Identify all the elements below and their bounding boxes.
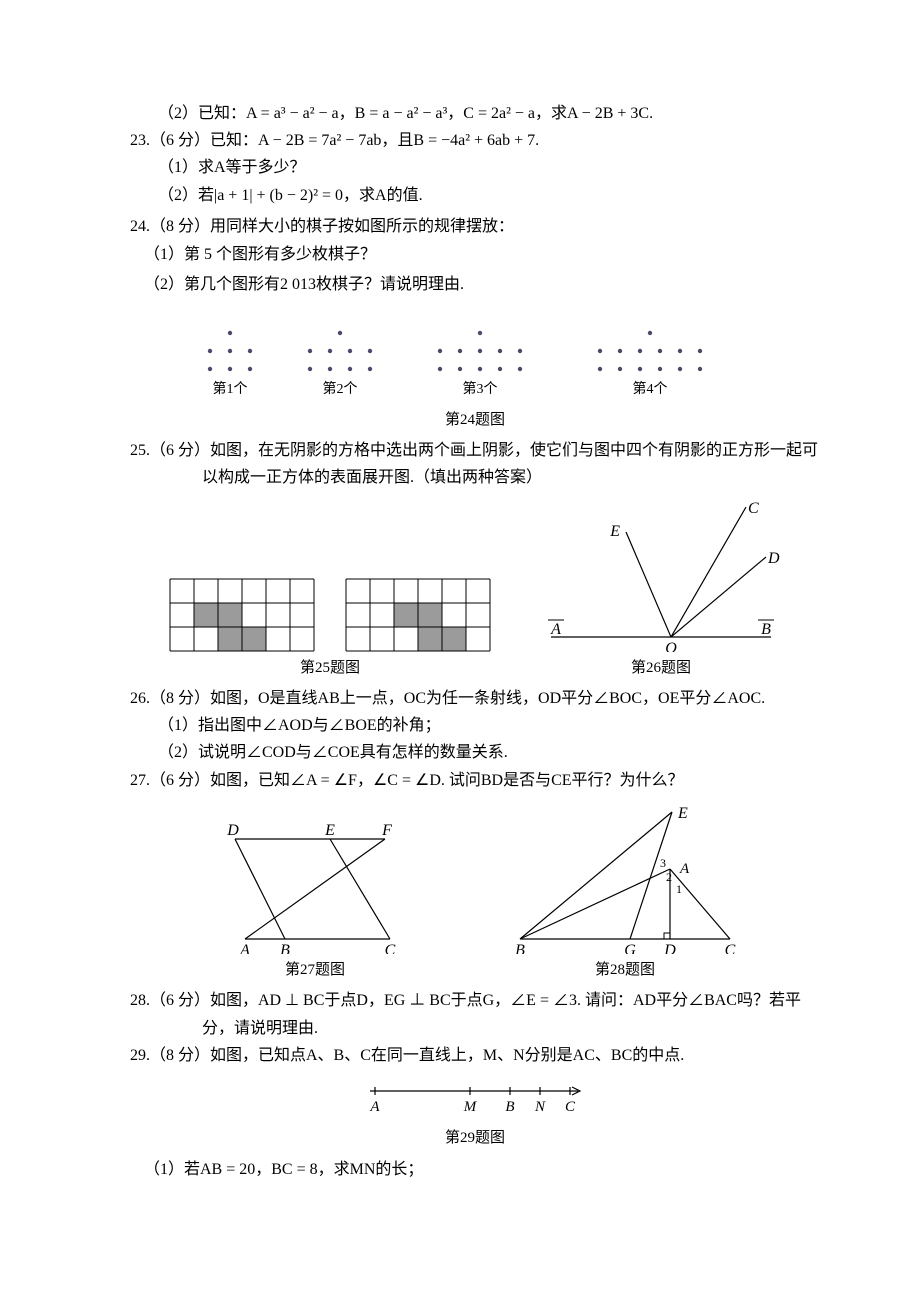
svg-text:E: E (677, 805, 688, 822)
svg-text:2: 2 (666, 870, 672, 884)
svg-text:F: F (381, 822, 392, 839)
svg-text:A: A (369, 1099, 380, 1115)
fig26-col: A B O C D E 第26题图 (541, 502, 781, 682)
fig26-caption: 第26题图 (631, 656, 691, 682)
fig27-col: D E F A B C 第27题图 (210, 819, 420, 984)
svg-text:3: 3 (660, 856, 666, 870)
svg-text:A: A (239, 942, 250, 954)
fig29-caption: 第29题图 (445, 1126, 505, 1152)
svg-text:B: B (280, 942, 290, 954)
svg-text:C: C (385, 942, 396, 954)
svg-text:B: B (761, 621, 771, 638)
svg-text:第2个: 第2个 (323, 380, 358, 397)
q28-head-text: 28.（6 分）如图，AD ⊥ BC于点D，EG ⊥ BC于点G，∠E = ∠3… (130, 992, 801, 1036)
q24-head: 24.（8 分）用同样大小的棋子按如图所示的规律摆放： (130, 213, 820, 240)
svg-text:E: E (324, 822, 335, 839)
svg-text:M: M (463, 1099, 478, 1115)
fig29-wrap: A M B N C 第29题图 (130, 1077, 820, 1152)
svg-text:D: D (767, 550, 780, 567)
q29-1: （1）若AB = 20，BC = 8，求MN的长； (130, 1155, 820, 1185)
q27-head: 27.（6 分）如图，已知∠A = ∠F，∠C = ∠D. 试问BD是否与CE平… (130, 767, 820, 794)
q26-1: （1）指出图中∠AOD与∠BOE的补角； (130, 712, 820, 739)
fig25-caption: 第25题图 (300, 656, 360, 682)
q24-2: （2）第几个图形有2 013枚棋子？请说明理由. (130, 270, 820, 300)
fig27-svg: D E F A B C (210, 819, 420, 954)
svg-text:B: B (515, 942, 525, 954)
svg-text:第4个: 第4个 (633, 380, 668, 397)
q23-1: （1）求A等于多少？ (130, 154, 820, 181)
q26-2: （2）试说明∠COD与∠COE具有怎样的数量关系. (130, 739, 820, 766)
q24-1: （1）第 5 个图形有多少枚棋子？ (130, 240, 820, 270)
svg-text:E: E (609, 523, 620, 540)
fig28-svg: B C G D A E 123 (510, 804, 740, 954)
q23-head: 23.（6 分）已知：A − 2B = 7a² − 7ab，且B = −4a² … (130, 127, 820, 154)
svg-text:B: B (505, 1099, 514, 1115)
q23-2: （2）若|a + 1| + (b − 2)² = 0，求A的值. (130, 182, 820, 209)
svg-text:A: A (679, 861, 690, 877)
fig28-caption: 第28题图 (595, 958, 655, 984)
svg-text:第1个: 第1个 (213, 380, 248, 397)
svg-text:A: A (550, 621, 561, 638)
fig24-wrap: 第1个第2个第3个第4个······ 第24题图 (130, 309, 820, 434)
svg-text:C: C (748, 502, 759, 517)
q28-head: 28.（6 分）如图，AD ⊥ BC于点D，EG ⊥ BC于点G，∠E = ∠3… (130, 987, 820, 1041)
q25-head-text: 25.（6 分）如图，在无阴影的方格中选出两个画上阴影，使它们与图中四个有阴影的… (130, 442, 818, 486)
svg-text:C: C (725, 942, 736, 954)
svg-text:C: C (565, 1099, 576, 1115)
q22-2: （2）已知：A = a³ − a² − a，B = a − a² − a³，C … (158, 105, 653, 122)
svg-text:第3个: 第3个 (463, 380, 498, 397)
fig29-svg: AMBNC (360, 1077, 590, 1122)
fig25-grid-a (169, 578, 315, 652)
svg-text:G: G (624, 942, 636, 954)
svg-text:N: N (534, 1099, 546, 1115)
svg-text:O: O (665, 640, 677, 652)
fig27-28-row: D E F A B C 第27题图 B C G D A E 123 第28题图 (130, 804, 820, 984)
q25-head: 25.（6 分）如图，在无阴影的方格中选出两个画上阴影，使它们与图中四个有阴影的… (130, 437, 820, 491)
q22-2-text: （2）已知：A = a³ − a² − a，B = a − a² − a³，C … (130, 100, 820, 127)
q29-head: 29.（8 分）如图，已知点A、B、C在同一直线上，M、N分别是AC、BC的中点… (130, 1042, 820, 1069)
fig27-caption: 第27题图 (285, 958, 345, 984)
fig28-col: B C G D A E 123 第28题图 (510, 804, 740, 984)
fig26-svg: A B O C D E (541, 502, 781, 652)
fig25-grid-b (345, 578, 491, 652)
q26-head: 26.（8 分）如图，O是直线AB上一点，OC为任一条射线，OD平分∠BOC，O… (130, 685, 820, 712)
fig24-svg: 第1个第2个第3个第4个······ (175, 309, 775, 404)
fig25-26-row: 第25题图 A B O C D E 第26题图 (130, 502, 820, 682)
svg-text:1: 1 (676, 882, 682, 896)
svg-text:D: D (663, 942, 676, 954)
svg-text:D: D (226, 822, 239, 839)
fig25-col: 第25题图 (169, 578, 491, 682)
fig25-grids (169, 578, 491, 652)
fig24-caption: 第24题图 (445, 408, 505, 434)
